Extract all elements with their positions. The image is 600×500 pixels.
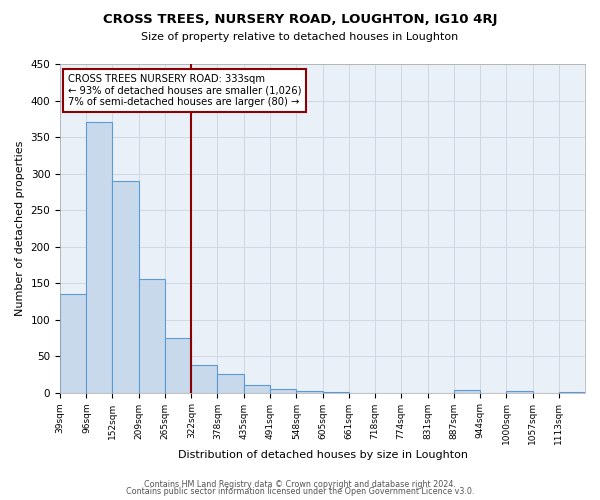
Bar <box>86 122 112 392</box>
X-axis label: Distribution of detached houses by size in Loughton: Distribution of detached houses by size … <box>178 450 467 460</box>
Bar <box>139 280 165 392</box>
Text: CROSS TREES, NURSERY ROAD, LOUGHTON, IG10 4RJ: CROSS TREES, NURSERY ROAD, LOUGHTON, IG1… <box>103 12 497 26</box>
Bar <box>191 365 217 392</box>
Bar <box>165 338 191 392</box>
Bar <box>60 294 86 392</box>
Bar <box>244 384 270 392</box>
Bar <box>112 181 139 392</box>
Bar <box>454 390 480 392</box>
Bar <box>296 391 323 392</box>
Text: Contains HM Land Registry data © Crown copyright and database right 2024.: Contains HM Land Registry data © Crown c… <box>144 480 456 489</box>
Bar <box>217 374 244 392</box>
Text: Size of property relative to detached houses in Loughton: Size of property relative to detached ho… <box>142 32 458 42</box>
Bar <box>270 389 296 392</box>
Text: CROSS TREES NURSERY ROAD: 333sqm
← 93% of detached houses are smaller (1,026)
7%: CROSS TREES NURSERY ROAD: 333sqm ← 93% o… <box>68 74 301 107</box>
Bar <box>506 391 533 392</box>
Y-axis label: Number of detached properties: Number of detached properties <box>15 140 25 316</box>
Text: Contains public sector information licensed under the Open Government Licence v3: Contains public sector information licen… <box>126 487 474 496</box>
